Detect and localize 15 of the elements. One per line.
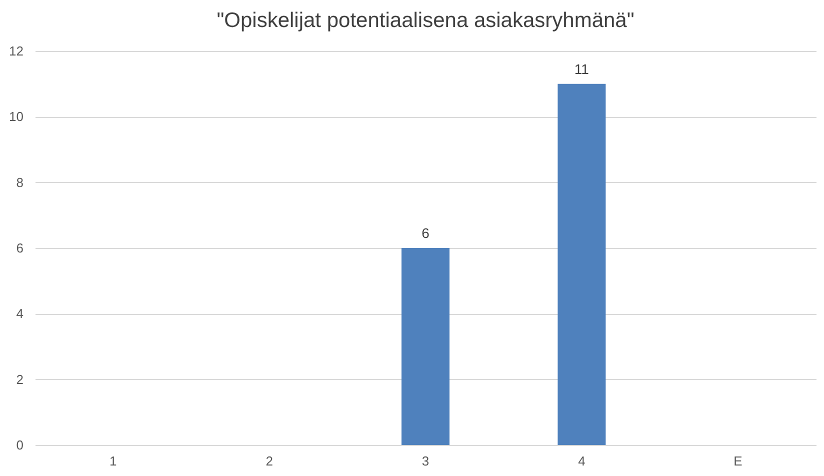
y-tick-label: 0 bbox=[16, 438, 24, 452]
x-tick-label: 2 bbox=[266, 454, 273, 468]
x-tick-label: 1 bbox=[109, 454, 117, 468]
y-tick-label: 8 bbox=[16, 174, 24, 190]
y-tick-label: 4 bbox=[16, 306, 24, 322]
y-tick-label: 2 bbox=[16, 372, 24, 387]
chart-title: "Opiskelijat potentiaalisena asiakasryhmänä" bbox=[216, 9, 634, 32]
x-tick-label: 4 bbox=[578, 454, 586, 468]
y-tick-label: 6 bbox=[16, 240, 24, 256]
data-label: 11 bbox=[574, 60, 590, 77]
y-tick-label: 10 bbox=[9, 109, 24, 124]
data-label: 6 bbox=[422, 225, 430, 241]
x-tick-label: 3 bbox=[422, 454, 430, 468]
x-tick-label: E bbox=[734, 454, 743, 468]
y-tick-label: 12 bbox=[9, 44, 24, 58]
